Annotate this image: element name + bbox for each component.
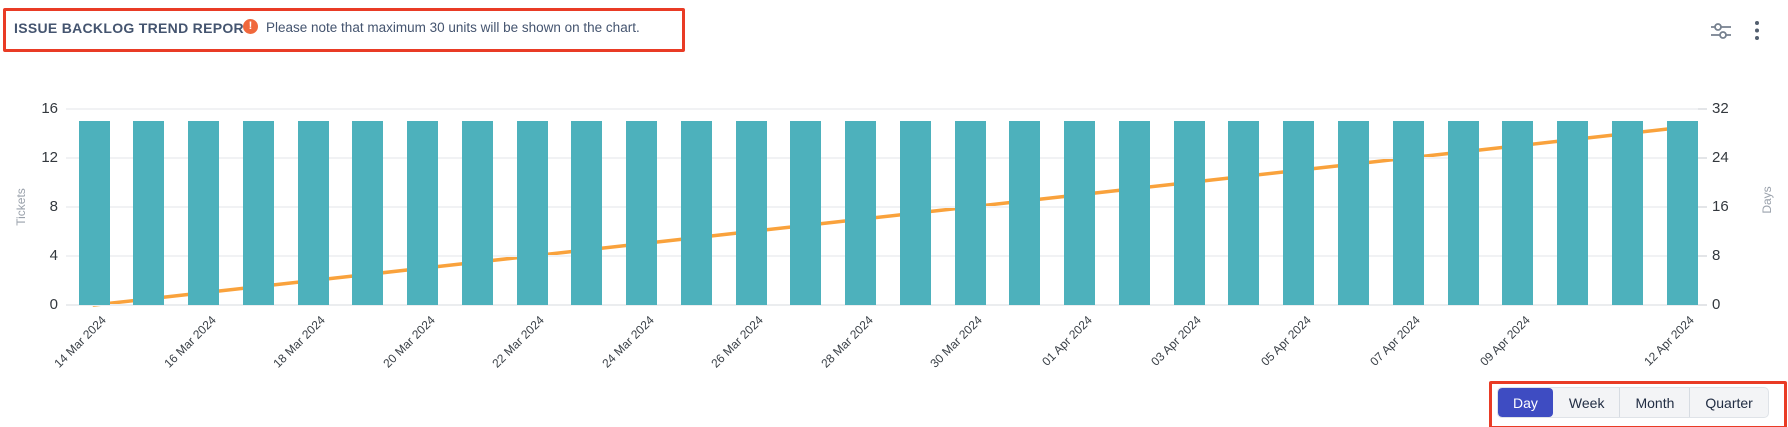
left-axis-tick-label: 8: [49, 198, 58, 215]
bar[interactable]: [571, 121, 603, 305]
x-tick-label: 18 Mar 2024: [270, 313, 328, 371]
gridline: [66, 255, 1702, 257]
x-tick-label: 20 Mar 2024: [379, 313, 438, 371]
gridline: [66, 206, 1702, 208]
left-axis-tick-label: 16: [41, 100, 58, 117]
bar[interactable]: [1557, 121, 1589, 305]
bar[interactable]: [626, 121, 658, 305]
bar[interactable]: [133, 121, 165, 305]
x-tick-label: 05 Apr 2024: [1257, 313, 1314, 369]
x-tick-label: 14 Mar 2024: [51, 313, 109, 371]
time-range-button-month[interactable]: Month: [1619, 388, 1689, 417]
bar[interactable]: [188, 121, 220, 305]
page-title: ISSUE BACKLOG TREND REPORT: [14, 20, 253, 36]
bar[interactable]: [461, 121, 493, 305]
bar[interactable]: [790, 121, 822, 305]
bar[interactable]: [1118, 121, 1150, 305]
bar[interactable]: [954, 121, 986, 305]
bar[interactable]: [1611, 121, 1643, 305]
bar[interactable]: [1064, 121, 1096, 305]
left-axis-tick-label: 0: [49, 296, 58, 313]
right-axis-tick-label: 24: [1712, 149, 1729, 166]
bar[interactable]: [1447, 121, 1479, 305]
right-axis-tick-label: 16: [1712, 198, 1729, 215]
bar[interactable]: [1283, 121, 1315, 305]
bar[interactable]: [1666, 121, 1698, 305]
bar[interactable]: [735, 121, 767, 305]
left-axis-tick-label: 4: [49, 247, 58, 264]
x-tick-label: 28 Mar 2024: [817, 313, 876, 371]
bar[interactable]: [1502, 121, 1534, 305]
gridline: [66, 108, 1702, 110]
kebab-menu-icon[interactable]: [1748, 17, 1766, 45]
right-axis-tick-label: 0: [1712, 296, 1721, 313]
bar[interactable]: [1228, 121, 1260, 305]
x-tick-label: 24 Mar 2024: [598, 313, 657, 371]
right-axis-tick: [1698, 157, 1707, 159]
bar[interactable]: [242, 121, 274, 305]
bar[interactable]: [352, 121, 384, 305]
time-range-button-quarter[interactable]: Quarter: [1689, 388, 1767, 417]
bar[interactable]: [297, 121, 329, 305]
bar[interactable]: [845, 121, 877, 305]
bar[interactable]: [680, 121, 712, 305]
x-tick-label: 30 Mar 2024: [927, 313, 986, 371]
x-axis-line: [66, 304, 1702, 306]
x-tick-label: 12 Apr 2024: [1641, 313, 1697, 369]
header-note: Please note that maximum 30 units will b…: [266, 20, 640, 35]
x-tick-label: 09 Apr 2024: [1476, 313, 1533, 369]
time-range-selector: Day Week Month Quarter: [1497, 387, 1769, 418]
bar[interactable]: [407, 121, 439, 305]
right-axis-tick: [1698, 304, 1707, 306]
x-tick-label: 01 Apr 2024: [1038, 313, 1095, 369]
gridline: [66, 157, 1702, 159]
bar[interactable]: [1392, 121, 1424, 305]
left-axis-tick-label: 12: [41, 149, 58, 166]
right-axis-tick-label: 32: [1712, 100, 1729, 117]
warning-icon: !: [243, 19, 258, 34]
bar[interactable]: [78, 121, 110, 305]
bar[interactable]: [1009, 121, 1041, 305]
bar[interactable]: [1337, 121, 1369, 305]
bar[interactable]: [1173, 121, 1205, 305]
x-tick-label: 16 Mar 2024: [160, 313, 219, 371]
x-tick-label: 03 Apr 2024: [1148, 313, 1205, 369]
filter-sliders-icon[interactable]: [1708, 20, 1734, 42]
bar[interactable]: [516, 121, 548, 305]
x-tick-label: 07 Apr 2024: [1367, 313, 1424, 369]
right-axis-tick: [1698, 108, 1707, 110]
time-range-button-day[interactable]: Day: [1498, 388, 1553, 417]
bar[interactable]: [899, 121, 931, 305]
right-axis-tick: [1698, 206, 1707, 208]
right-axis-title: Days: [1760, 186, 1774, 214]
right-axis-tick-label: 8: [1712, 247, 1721, 264]
time-range-button-week[interactable]: Week: [1553, 388, 1620, 417]
x-tick-label: 26 Mar 2024: [708, 313, 767, 371]
x-tick-label: 22 Mar 2024: [489, 313, 547, 371]
right-axis-tick: [1698, 255, 1707, 257]
